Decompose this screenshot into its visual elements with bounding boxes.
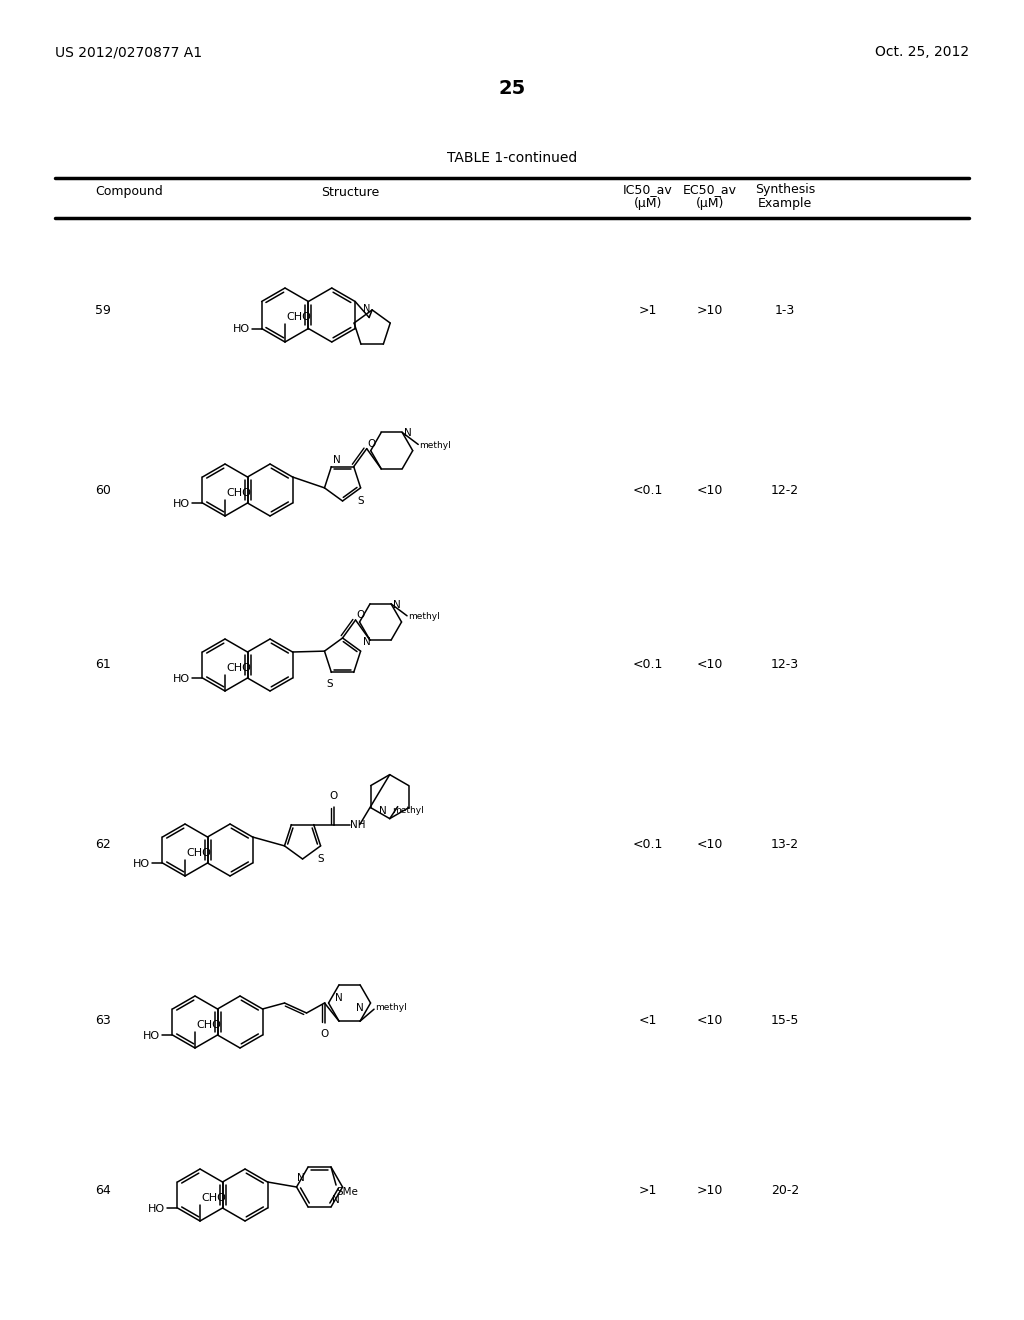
Text: 25: 25 bbox=[499, 78, 525, 98]
Text: Compound: Compound bbox=[95, 186, 163, 198]
Text: N: N bbox=[334, 454, 341, 465]
Text: HO: HO bbox=[173, 499, 190, 510]
Text: <10: <10 bbox=[696, 659, 723, 672]
Text: O: O bbox=[321, 1030, 329, 1039]
Text: >1: >1 bbox=[639, 304, 657, 317]
Text: <0.1: <0.1 bbox=[633, 659, 664, 672]
Text: Structure: Structure bbox=[321, 186, 379, 198]
Text: HO: HO bbox=[232, 325, 250, 334]
Text: CHO: CHO bbox=[201, 1193, 226, 1203]
Text: Example: Example bbox=[758, 197, 812, 210]
Text: (μM): (μM) bbox=[696, 197, 724, 210]
Text: IC50_av: IC50_av bbox=[624, 183, 673, 197]
Text: methyl: methyl bbox=[419, 441, 451, 450]
Text: N: N bbox=[362, 304, 370, 314]
Text: 12-2: 12-2 bbox=[771, 483, 799, 496]
Text: N: N bbox=[404, 429, 412, 438]
Text: CHO: CHO bbox=[186, 847, 211, 858]
Text: TABLE 1-continued: TABLE 1-continued bbox=[446, 150, 578, 165]
Text: EC50_av: EC50_av bbox=[683, 183, 737, 197]
Text: 13-2: 13-2 bbox=[771, 838, 799, 851]
Text: US 2012/0270877 A1: US 2012/0270877 A1 bbox=[55, 45, 202, 59]
Text: O: O bbox=[330, 791, 338, 801]
Text: N: N bbox=[362, 638, 371, 647]
Text: 61: 61 bbox=[95, 659, 111, 672]
Text: 1-3: 1-3 bbox=[775, 304, 795, 317]
Text: >1: >1 bbox=[639, 1184, 657, 1196]
Text: N: N bbox=[379, 805, 387, 816]
Text: CHO: CHO bbox=[226, 488, 251, 498]
Text: >10: >10 bbox=[696, 304, 723, 317]
Text: CHO: CHO bbox=[286, 312, 311, 322]
Text: 63: 63 bbox=[95, 1014, 111, 1027]
Text: methyl: methyl bbox=[375, 1003, 407, 1011]
Text: methyl: methyl bbox=[392, 807, 424, 816]
Text: >10: >10 bbox=[696, 1184, 723, 1196]
Text: (μM): (μM) bbox=[634, 197, 663, 210]
Text: S: S bbox=[326, 680, 333, 689]
Text: CHO: CHO bbox=[196, 1020, 221, 1030]
Text: HO: HO bbox=[143, 1031, 161, 1041]
Text: N: N bbox=[356, 1003, 364, 1014]
Text: <10: <10 bbox=[696, 838, 723, 851]
Text: N: N bbox=[393, 599, 400, 610]
Text: <10: <10 bbox=[696, 1014, 723, 1027]
Text: O: O bbox=[368, 438, 376, 449]
Text: 64: 64 bbox=[95, 1184, 111, 1196]
Text: N: N bbox=[332, 1195, 340, 1205]
Text: HO: HO bbox=[173, 675, 190, 684]
Text: SMe: SMe bbox=[336, 1187, 358, 1197]
Text: 15-5: 15-5 bbox=[771, 1014, 799, 1027]
Text: 20-2: 20-2 bbox=[771, 1184, 799, 1196]
Text: <1: <1 bbox=[639, 1014, 657, 1027]
Text: 59: 59 bbox=[95, 304, 111, 317]
Text: O: O bbox=[356, 610, 365, 620]
Text: CHO: CHO bbox=[226, 663, 251, 673]
Text: <0.1: <0.1 bbox=[633, 483, 664, 496]
Text: methyl: methyl bbox=[408, 612, 439, 622]
Text: Synthesis: Synthesis bbox=[755, 183, 815, 197]
Text: N: N bbox=[335, 993, 343, 1003]
Text: Oct. 25, 2012: Oct. 25, 2012 bbox=[874, 45, 969, 59]
Text: 12-3: 12-3 bbox=[771, 659, 799, 672]
Text: 62: 62 bbox=[95, 838, 111, 851]
Text: HO: HO bbox=[133, 859, 151, 869]
Text: S: S bbox=[357, 496, 364, 506]
Text: S: S bbox=[317, 854, 324, 863]
Text: <0.1: <0.1 bbox=[633, 838, 664, 851]
Text: NH: NH bbox=[350, 820, 366, 830]
Text: <10: <10 bbox=[696, 483, 723, 496]
Text: N: N bbox=[297, 1173, 305, 1183]
Text: HO: HO bbox=[148, 1204, 166, 1214]
Text: 60: 60 bbox=[95, 483, 111, 496]
